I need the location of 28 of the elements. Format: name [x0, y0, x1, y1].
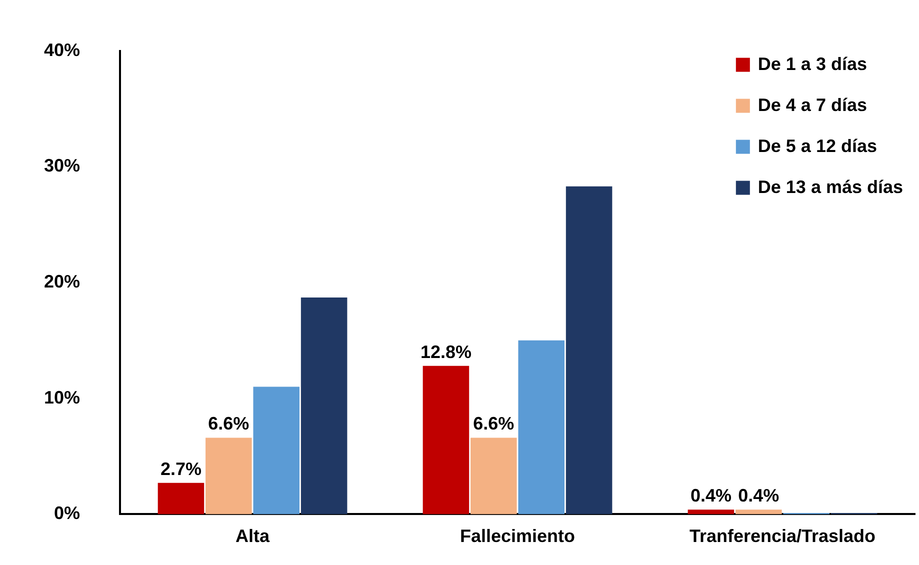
x-tick-label: Alta: [236, 526, 271, 546]
x-tick-label: Fallecimiento: [460, 526, 576, 546]
bar: [470, 438, 517, 514]
bar: [736, 510, 782, 514]
bar: [300, 298, 348, 514]
bar: [688, 510, 734, 514]
legend-label: De 4 a 7 días: [758, 94, 867, 115]
data-label: 0.4%: [690, 486, 732, 506]
bar: [518, 340, 564, 514]
y-tick-label: 20%: [44, 271, 80, 292]
data-label: 6.6%: [208, 414, 250, 434]
bar: [158, 482, 204, 514]
bar: [422, 366, 470, 514]
x-tick-label: Tranferencia/Traslado: [689, 526, 876, 546]
y-tick-label: 40%: [44, 40, 80, 60]
data-label: 6.6%: [473, 414, 514, 434]
bar: [206, 438, 252, 514]
bar: [566, 186, 612, 514]
legend-label: De 5 a 12 días: [758, 136, 877, 156]
legend-label: De 1 a 3 días: [758, 54, 867, 74]
y-tick-label: 0%: [54, 503, 80, 524]
data-label: 12.8%: [420, 342, 472, 362]
bar: [253, 386, 300, 514]
y-tick-label: 10%: [44, 387, 80, 408]
y-tick-label: 30%: [44, 156, 80, 176]
legend-label: De 13 a más días: [758, 176, 904, 197]
data-label: 0.4%: [738, 486, 780, 506]
data-label: 2.7%: [160, 458, 202, 479]
